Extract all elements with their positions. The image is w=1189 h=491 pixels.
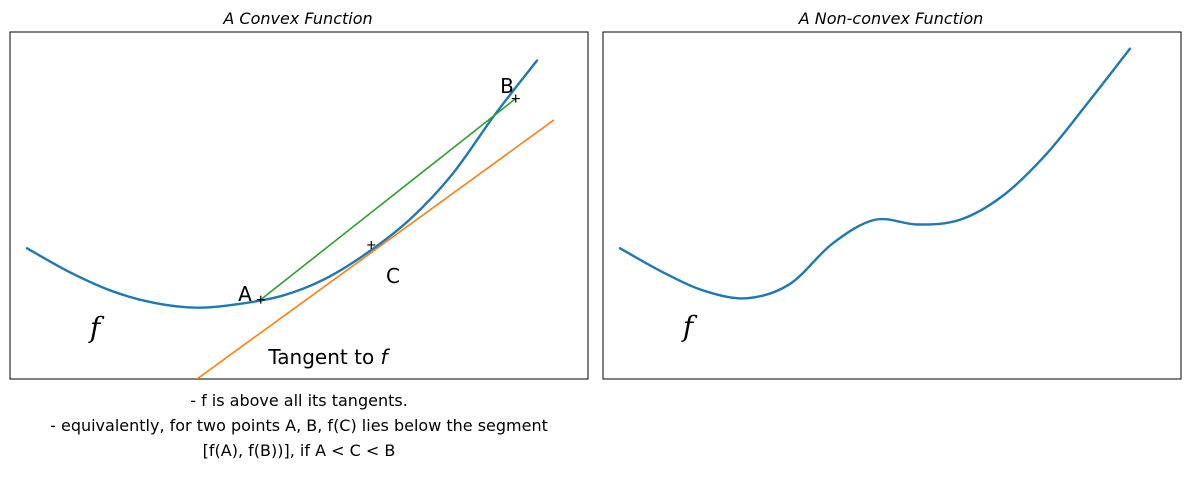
convex-curve-line [25, 59, 539, 309]
point-b-label: B [500, 74, 514, 98]
nonconvex-plot-area [618, 47, 1132, 300]
caption-line-1: - f is above all its tangents. [190, 391, 408, 410]
caption-line-2: - equivalently, for two points A, B, f(C… [50, 416, 548, 435]
convex-chord-line [260, 97, 517, 301]
tangent-label-text: Tangent to [267, 345, 380, 369]
convex-point-c-marker [367, 240, 376, 249]
caption-line-3: [f(A), f(B))], if A < C < B [202, 441, 396, 460]
convex-panel: A Convex Function A B C f Tangent to f [9, 9, 589, 380]
nonconvex-plot-frame [602, 31, 1182, 380]
convex-point-a-marker [256, 295, 265, 304]
convex-tangent-line [196, 119, 555, 379]
convex-plot-area [25, 59, 555, 379]
convex-title: A Convex Function [222, 9, 372, 28]
nonconvex-title: A Non-convex Function [798, 9, 984, 28]
caption: - f is above all its tangents. - equival… [10, 388, 588, 463]
tangent-label-var: f [381, 345, 391, 369]
convex-point-b-marker [511, 94, 520, 103]
point-c-label: C [386, 264, 400, 288]
point-a-label: A [238, 282, 252, 306]
nonconvex-curve-line [618, 47, 1132, 300]
tangent-label: Tangent to f [267, 345, 390, 369]
convex-plot-frame [9, 31, 589, 380]
nonconvex-panel: A Non-convex Function f [602, 9, 1182, 380]
